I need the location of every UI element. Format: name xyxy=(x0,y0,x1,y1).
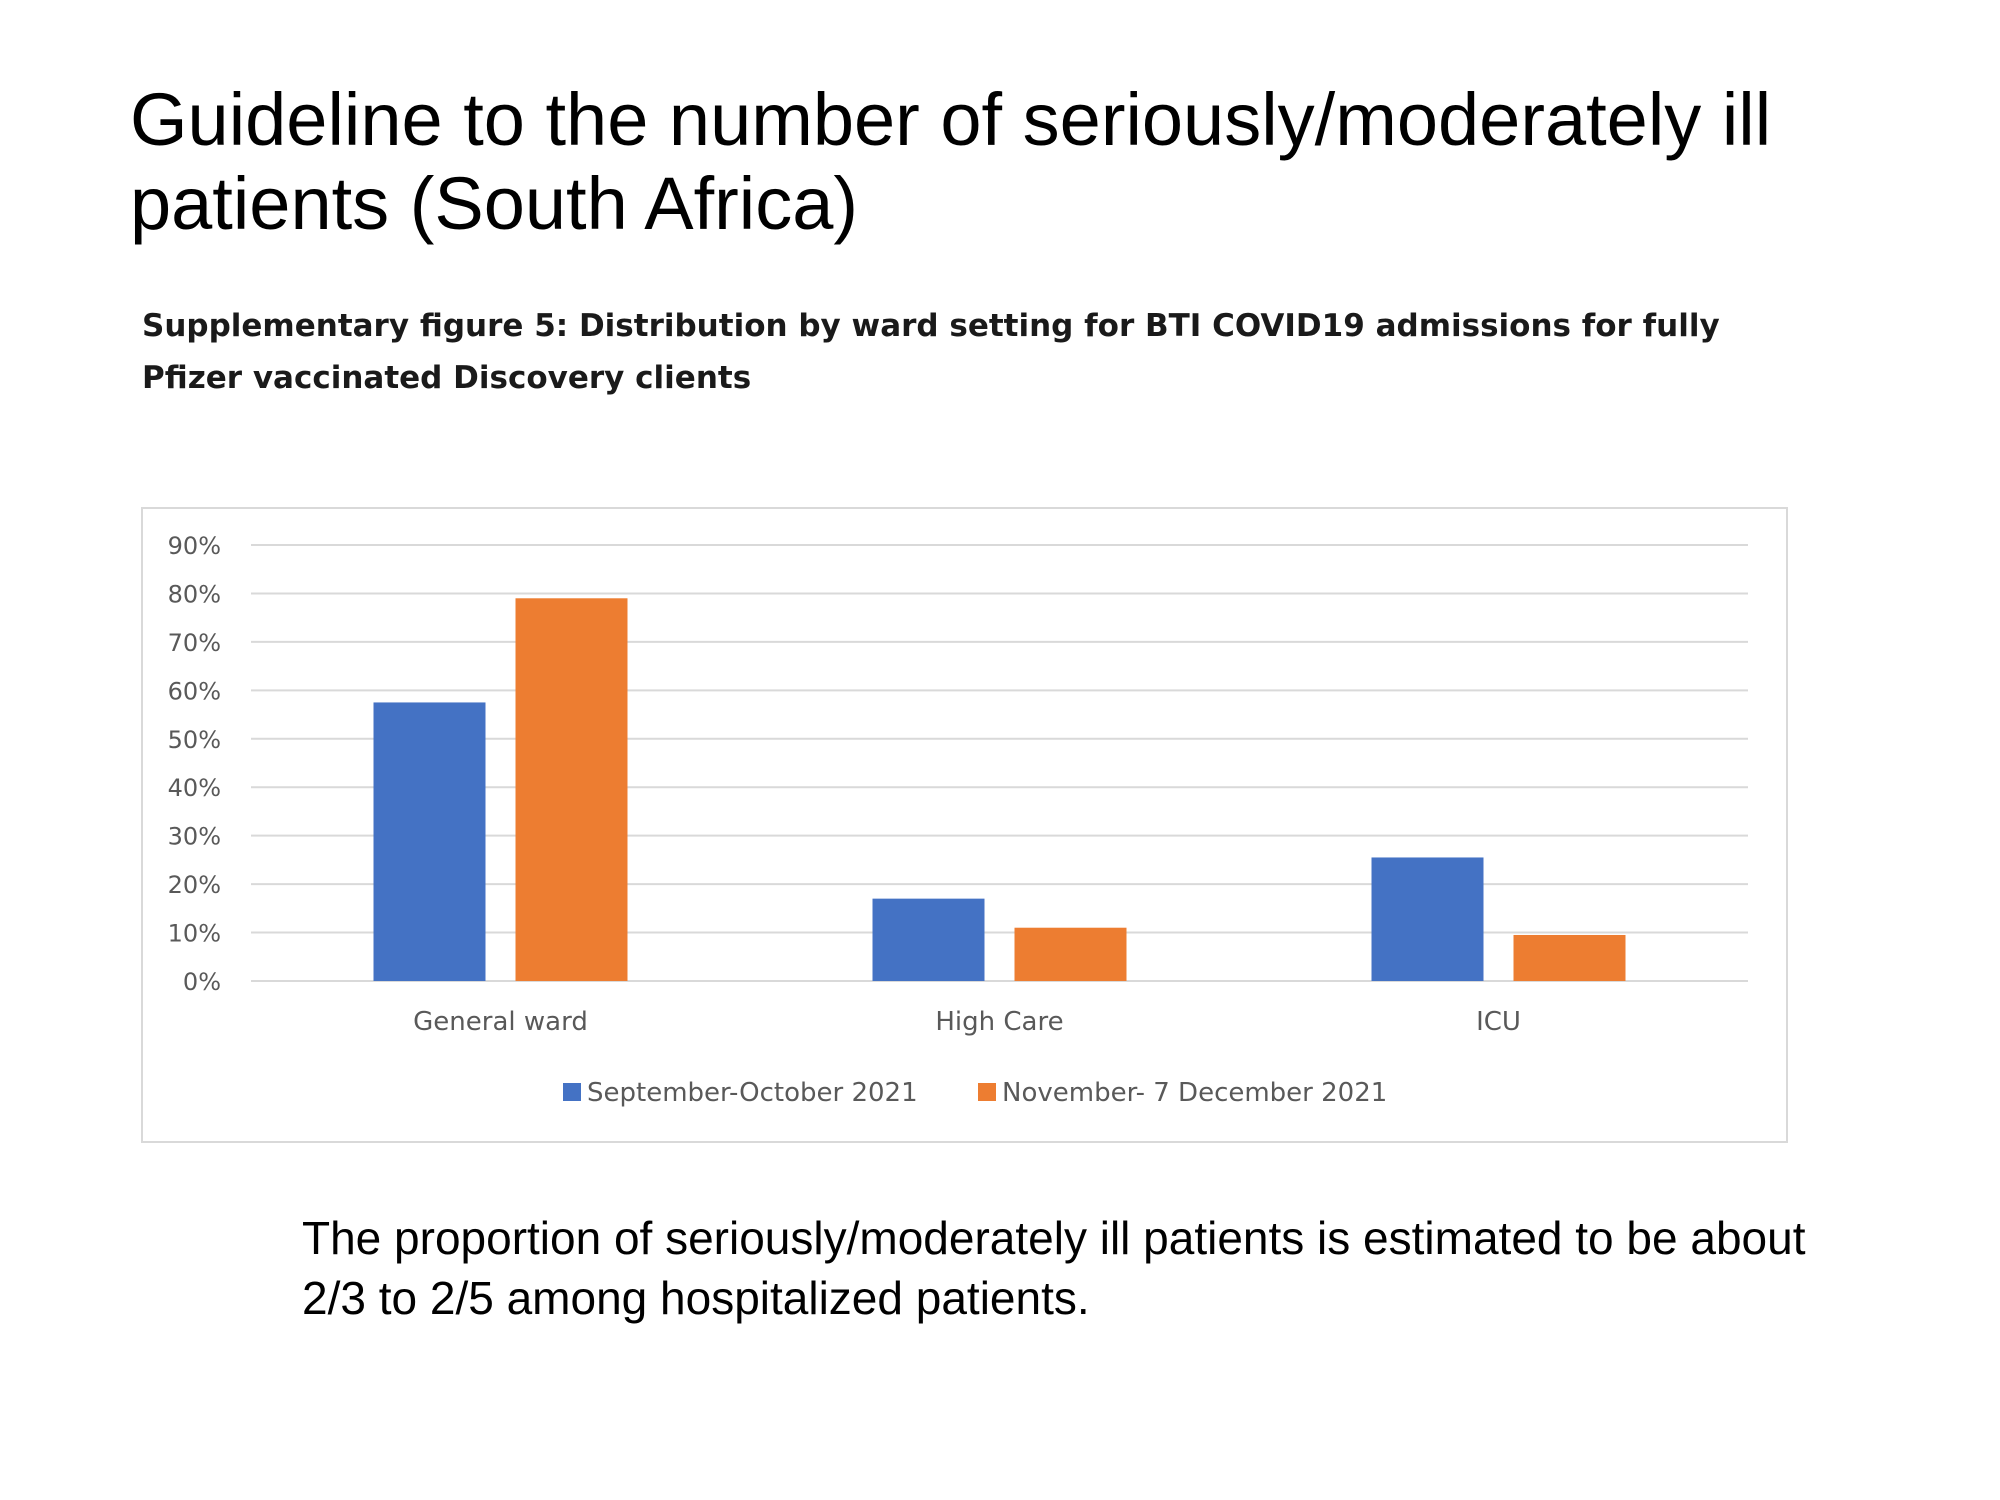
x-category-label: General ward xyxy=(413,1007,588,1037)
bar-nov-dec-2 xyxy=(1513,934,1626,981)
footnote-text: The proportion of seriously/moderately i… xyxy=(302,1212,1806,1324)
bar-sep-oct-1 xyxy=(872,898,985,981)
y-tick-label: 30% xyxy=(168,823,221,851)
x-category-label: ICU xyxy=(1476,1007,1521,1037)
y-tick-label: 40% xyxy=(168,774,221,802)
figure-caption: Supplementary figure 5: Distribution by … xyxy=(142,308,1720,396)
legend-label: September-October 2021 xyxy=(587,1078,918,1108)
bar-chart: 0% 10% 20% 30% 40% 50% 60% 70% 80% 90% General wa… xyxy=(168,532,1748,1108)
y-tick-label: 90% xyxy=(168,532,221,560)
bar-sep-oct-0 xyxy=(373,702,486,981)
y-tick-label: 20% xyxy=(168,871,221,899)
bar-sep-oct-2 xyxy=(1371,857,1484,981)
y-tick-label: 0% xyxy=(183,968,221,996)
chart-container: 0% 10% 20% 30% 40% 50% 60% 70% 80% 90% General wa… xyxy=(141,507,1788,1143)
bars xyxy=(373,598,1626,981)
legend-swatch xyxy=(563,1083,581,1101)
y-tick-label: 50% xyxy=(168,726,221,754)
legend-swatch xyxy=(978,1083,996,1101)
y-tick-label: 60% xyxy=(168,677,221,705)
y-tick-label: 80% xyxy=(168,580,221,608)
legend-label: November- 7 December 2021 xyxy=(1002,1078,1387,1108)
gridlines xyxy=(251,544,1748,982)
bar-nov-dec-1 xyxy=(1014,927,1127,981)
y-tick-label: 70% xyxy=(168,629,221,657)
x-axis-categories: General ward High Care ICU xyxy=(413,1007,1521,1037)
legend: September-October 2021 November- 7 Decemb… xyxy=(563,1078,1387,1108)
y-tick-label: 10% xyxy=(168,920,221,948)
x-category-label: High Care xyxy=(935,1007,1063,1037)
slide-title: Guideline to the number of seriously/mod… xyxy=(130,78,1772,245)
y-axis-ticks: 0% 10% 20% 30% 40% 50% 60% 70% 80% 90% xyxy=(168,532,221,996)
bar-nov-dec-0 xyxy=(515,598,628,981)
